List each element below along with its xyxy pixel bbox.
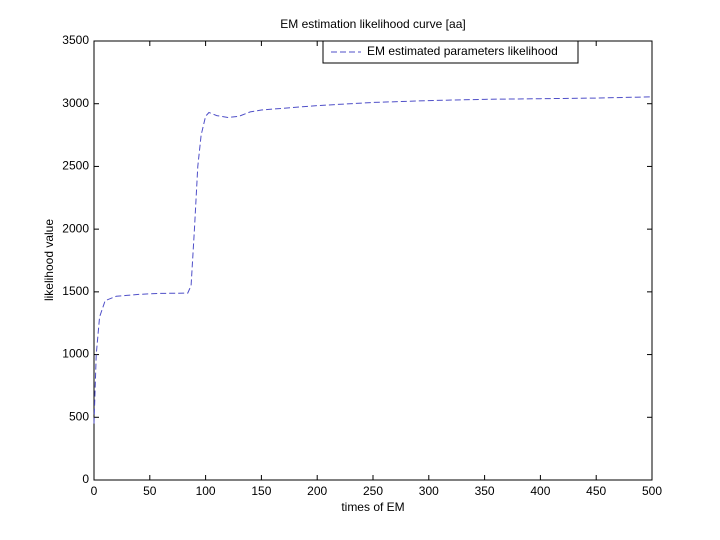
- x-tick-label: 100: [196, 484, 216, 498]
- y-tick-label: 0: [82, 472, 89, 486]
- x-tick-label: 200: [307, 484, 327, 498]
- x-tick-label: 500: [642, 484, 662, 498]
- y-tick-label: 1500: [62, 284, 89, 298]
- x-tick-label: 250: [363, 484, 383, 498]
- x-tick-label: 300: [419, 484, 439, 498]
- x-tick-label: 400: [530, 484, 550, 498]
- x-tick-label: 50: [143, 484, 157, 498]
- legend-box: [322, 40, 579, 64]
- chart-title: EM estimation likelihood curve [aa]: [280, 17, 465, 31]
- y-tick-label: 3500: [62, 33, 89, 47]
- legend-label: EM estimated parameters likelihood: [367, 44, 558, 58]
- x-tick-label: 450: [586, 484, 606, 498]
- y-tick-label: 3000: [62, 96, 89, 110]
- y-tick-label: 2500: [62, 159, 89, 173]
- plot-frame: [93, 40, 653, 481]
- x-axis-label: times of EM: [341, 500, 404, 514]
- y-tick-label: 1000: [62, 347, 89, 361]
- y-tick-label: 500: [69, 409, 89, 423]
- x-tick-label: 0: [91, 484, 98, 498]
- x-tick-label: 350: [475, 484, 495, 498]
- data-line: [93, 96, 653, 424]
- y-tick-label: 2000: [62, 221, 89, 235]
- y-axis-label: likelihood value: [42, 219, 56, 301]
- x-tick-label: 150: [251, 484, 271, 498]
